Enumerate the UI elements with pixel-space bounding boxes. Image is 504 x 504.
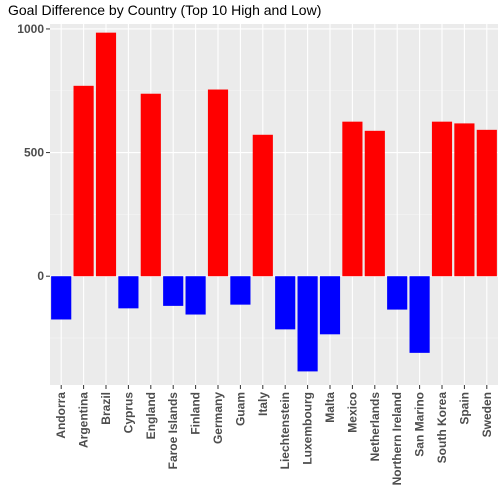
bar-germany xyxy=(207,89,229,277)
x-tick-label: Germany xyxy=(211,392,225,444)
bars xyxy=(51,32,497,372)
bar-liechtenstein xyxy=(275,276,296,330)
x-tick-label: Argentina xyxy=(77,392,91,448)
bar-italy xyxy=(252,134,273,277)
bar-cyprus xyxy=(118,276,139,309)
chart-title: Goal Difference by Country (Top 10 High … xyxy=(8,2,321,18)
x-tick-label: Andorra xyxy=(54,392,68,439)
bar-spain xyxy=(454,123,475,277)
y-tick-label: 0 xyxy=(37,269,44,283)
x-tick-label: South Korea xyxy=(435,392,449,464)
x-tick-label: Cyprus xyxy=(121,392,135,434)
x-tick-label: Netherlands xyxy=(368,392,382,462)
bar-faroe-islands xyxy=(163,276,184,306)
x-tick-label: Mexico xyxy=(345,392,359,433)
x-tick-label: Guam xyxy=(233,392,247,426)
plot-panel xyxy=(50,24,498,385)
x-tick-label: Sweden xyxy=(480,392,494,437)
bar-argentina xyxy=(73,85,94,277)
bar-sweden xyxy=(476,129,497,277)
x-tick-label: San Marino xyxy=(413,392,427,457)
y-axis: 0 500 1000 xyxy=(17,22,50,283)
bar-luxembourg xyxy=(297,276,318,372)
bar-mexico xyxy=(342,121,363,277)
bar-south-korea xyxy=(431,121,453,277)
bar-guam xyxy=(230,276,251,305)
x-tick-label: Brazil xyxy=(99,392,113,425)
x-tick-label: Liechtenstein xyxy=(278,392,292,469)
bar-england xyxy=(140,93,161,277)
x-tick-label: Italy xyxy=(256,392,270,416)
x-tick-label: Spain xyxy=(457,392,471,425)
bar-netherlands xyxy=(364,130,385,277)
y-tick-label: 1000 xyxy=(17,22,44,36)
x-tick-label: Finland xyxy=(189,392,203,435)
bar-andorra xyxy=(51,276,72,320)
x-tick-label: Northern Ireland xyxy=(390,392,404,485)
bar-finland xyxy=(185,276,206,315)
bar-northern-ireland xyxy=(387,276,408,310)
x-tick-label: England xyxy=(144,392,158,439)
x-tick-label: Luxembourg xyxy=(301,392,315,465)
bar-malta xyxy=(319,276,341,335)
x-axis: Andorra Argentina Brazil Cyprus England Faroe… xyxy=(54,385,494,485)
x-tick-label: Malta xyxy=(323,392,337,423)
y-tick-label: 500 xyxy=(24,146,44,160)
x-tick-label: Faroe Islands xyxy=(166,392,180,470)
bar-san-marino xyxy=(409,276,430,353)
bar-brazil xyxy=(95,32,117,277)
